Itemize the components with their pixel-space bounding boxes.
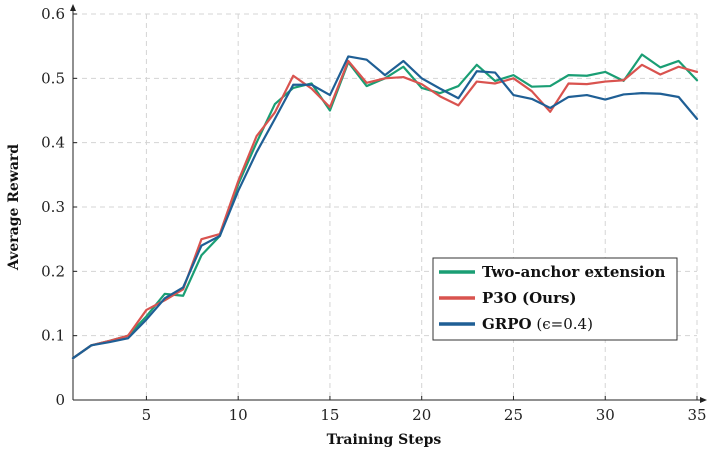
- y-axis-arrow: [70, 4, 76, 11]
- x-tick-label: 5: [142, 406, 152, 424]
- y-tick-label: 0.6: [41, 5, 65, 23]
- y-tick-label: 0.4: [41, 134, 65, 152]
- y-tick-label: 0.1: [41, 327, 65, 345]
- legend: Two-anchor extension P3O (Ours) GRPO (ϵ=…: [432, 257, 678, 341]
- axes: [70, 4, 707, 403]
- y-tick-label: 0.5: [41, 69, 65, 87]
- x-tick-label: 10: [229, 406, 248, 424]
- legend-label: GRPO (ϵ=0.4): [482, 315, 593, 333]
- y-tick-label: 0.2: [41, 262, 65, 280]
- series-line-grpo: [71, 55, 699, 360]
- x-tick-label: 15: [320, 406, 339, 424]
- legend-label: P3O (Ours): [482, 289, 577, 307]
- series-line-p3o-ours: [71, 59, 699, 360]
- legend-entry-grpo: GRPO (ϵ=0.4): [439, 315, 593, 333]
- legend-label: Two-anchor extension: [482, 263, 665, 281]
- y-tick-label: 0.3: [41, 198, 65, 216]
- legend-label-suffix: (ϵ=0.4): [532, 315, 593, 333]
- x-tick-label: 30: [596, 406, 615, 424]
- x-axis-title: Training Steps: [327, 432, 442, 448]
- legend-label-bold: GRPO: [482, 315, 532, 333]
- x-tick-label: 25: [504, 406, 523, 424]
- y-tick-label: 0: [55, 391, 65, 409]
- series-lines: [71, 53, 699, 360]
- x-tick-label: 20: [412, 406, 431, 424]
- x-tick-label: 35: [687, 406, 706, 424]
- legend-entry-p3o: P3O (Ours): [439, 289, 577, 307]
- tick-labels: 5 10 15 20 25 30 35 0 0.1 0.2 0.3 0.4 0.5 0.6: [41, 5, 706, 424]
- x-axis-arrow: [700, 397, 707, 403]
- y-axis-title: Average Reward: [6, 144, 22, 271]
- legend-entry-two-anchor: Two-anchor extension: [439, 263, 665, 281]
